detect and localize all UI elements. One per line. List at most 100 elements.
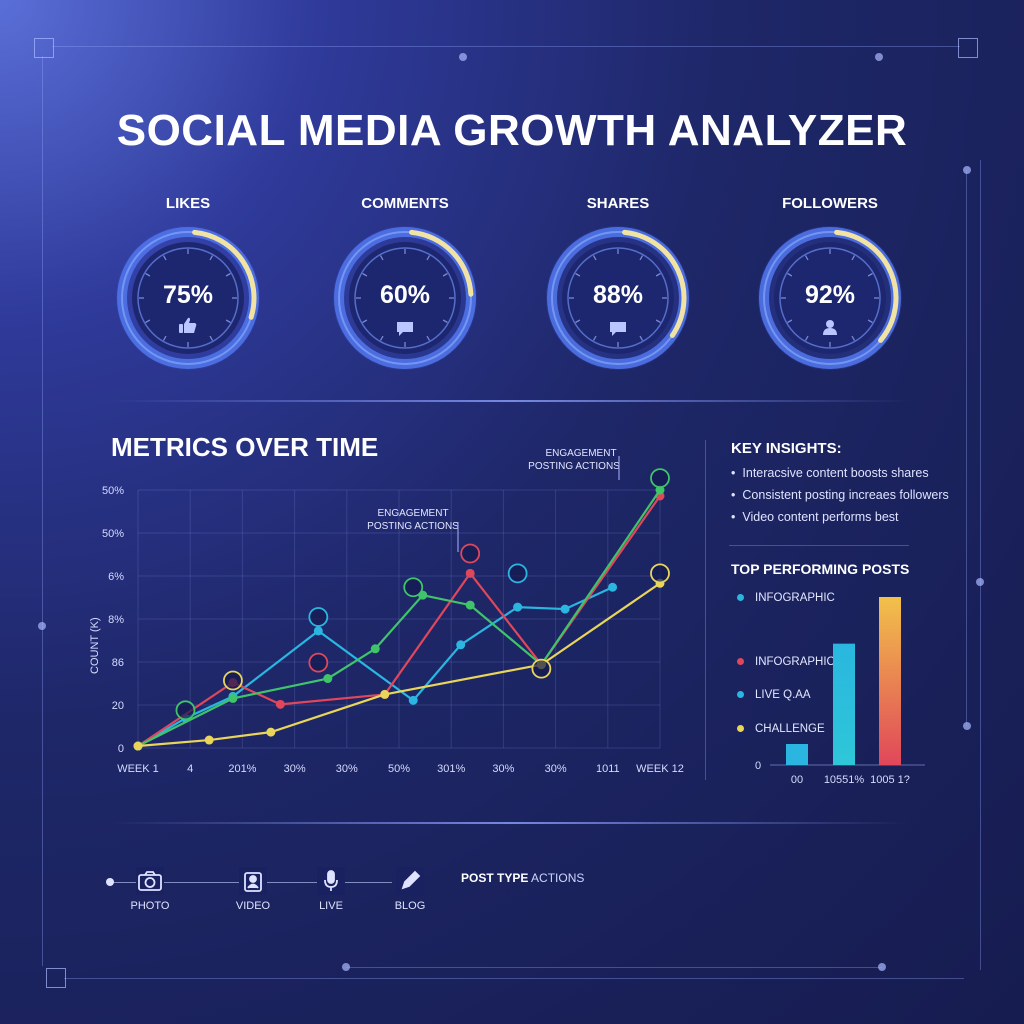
legend-swatch [737, 658, 744, 666]
post-type-label: BLOG [394, 900, 426, 912]
post-type-label: LIVE [319, 900, 343, 912]
y-tick-label: 0 [118, 743, 124, 755]
data-point [275, 699, 285, 709]
gauge-followers: FOLLOWERS 92% [755, 195, 905, 378]
gauge-value: 75% [163, 281, 213, 309]
x-tick-label: 201% [228, 763, 256, 775]
insights-list: • Interacsive content boosts shares • Consi… [731, 466, 991, 532]
pencil-icon[interactable] [396, 867, 424, 895]
data-point [513, 602, 523, 612]
legend-item: INFOGRAPHIC [737, 592, 835, 604]
legend-item: LIVE Q.AA [737, 689, 811, 701]
insight-text: Consistent posting increaes followers [742, 488, 949, 502]
data-point [323, 674, 333, 684]
bar-category-label: 10551% [824, 774, 865, 786]
data-point [560, 604, 570, 614]
insight-text: Interacsive content boosts shares [742, 466, 929, 480]
video-person-icon[interactable] [239, 867, 267, 895]
insight-item: • Consistent posting increaes followers [731, 488, 991, 502]
gauge-comments: COMMENTS 60% [330, 195, 480, 378]
legend-item: INFOGRAPHIC [737, 656, 835, 668]
frame-accent-line [346, 967, 882, 968]
highlight-marker [650, 563, 670, 584]
annotation-engagement: ENGAGEMENT [545, 448, 616, 459]
x-tick-label: 1011 [596, 763, 620, 775]
bar-category-label: 00 [791, 774, 803, 786]
legend-label: LIVE Q.AA [755, 689, 811, 701]
insight-item: • Interacsive content boosts shares [731, 466, 991, 480]
gauge-label: COMMENTS [361, 195, 449, 212]
gauge-likes: LIKES 75% [113, 195, 263, 378]
frame-right-line [980, 160, 981, 970]
highlight-marker [507, 563, 528, 584]
post-type-start-dot [106, 878, 114, 886]
data-point [133, 741, 143, 751]
gauge-shares: SHARES 88% [543, 195, 693, 378]
highlight-marker [531, 658, 552, 679]
x-tick-label: 30% [545, 763, 567, 775]
legend-label: INFOGRAPHIC [755, 592, 835, 604]
frame-dot [38, 622, 46, 630]
x-tick-label: 30% [284, 763, 306, 775]
data-point [608, 582, 618, 592]
page-title: SOCIAL MEDIA GROWTH ANALYZER [116, 106, 908, 155]
data-point [204, 735, 214, 745]
frame-dot [875, 53, 883, 61]
legend-swatch [737, 691, 744, 699]
comment-icon [397, 322, 413, 336]
insights-title: KEY INSIGHTS: [731, 440, 842, 457]
data-point [408, 695, 418, 705]
gauge-dial: 92% [758, 226, 902, 370]
gauge-progress-arc [834, 229, 899, 343]
section-divider [110, 400, 910, 402]
microphone-icon[interactable] [317, 867, 345, 895]
post-type-label: VIDEO [235, 900, 271, 912]
legend-item: CHALLENGE [737, 723, 825, 735]
annotation-posting-actions: POSTING ACTIONS [528, 461, 620, 472]
post-type-title-rest: ACTIONS [528, 871, 585, 885]
bar [833, 643, 855, 765]
highlight-marker [175, 700, 196, 721]
x-tick-label: 50% [388, 763, 410, 775]
gauge-dial: 88% [546, 226, 690, 370]
frame-dot [976, 578, 984, 586]
frame-dot [963, 722, 971, 730]
x-tick-label: WEEK 1 [117, 763, 159, 775]
highlight-marker [308, 652, 329, 673]
frame-left-line [42, 56, 43, 966]
y-tick-label: 50% [102, 485, 124, 497]
y-tick-label: 86 [112, 657, 124, 669]
gauge-value: 60% [380, 281, 430, 309]
frame-corner-top-left [34, 38, 54, 58]
data-point [456, 640, 466, 650]
y-tick-label: 20 [112, 700, 124, 712]
bullet: • [731, 488, 736, 502]
frame-corner-top-right [958, 38, 978, 58]
user-icon [823, 320, 837, 335]
gauge-value: 92% [805, 281, 855, 309]
data-point [465, 600, 475, 610]
bar-category-label: 1005 1? [870, 774, 910, 786]
frame-top-line [52, 46, 960, 47]
bullet: • [731, 466, 736, 480]
y-tick-label: 50% [102, 528, 124, 540]
frame-accent-line [966, 170, 967, 726]
x-tick-label: 4 [187, 763, 193, 775]
annotation-posting-actions: POSTING ACTIONS [367, 521, 459, 532]
gauge-value: 88% [593, 281, 643, 309]
y-tick-label: 8% [108, 614, 124, 626]
post-type-title: POST TYPE ACTIONS [461, 871, 584, 885]
insight-item: • Video content performs best [731, 510, 991, 524]
camera-icon[interactable] [136, 867, 164, 895]
bar [879, 597, 901, 765]
highlight-marker [223, 670, 243, 691]
thumbs-up-icon [179, 317, 197, 333]
gauge-dial: 75% [116, 226, 260, 370]
frame-corner-bottom-left [46, 968, 66, 988]
x-tick-label: WEEK 12 [636, 763, 684, 775]
bar [786, 744, 808, 765]
frame-dot [878, 963, 886, 971]
data-point [370, 644, 380, 654]
section-divider [110, 822, 910, 824]
highlight-marker [308, 607, 329, 627]
